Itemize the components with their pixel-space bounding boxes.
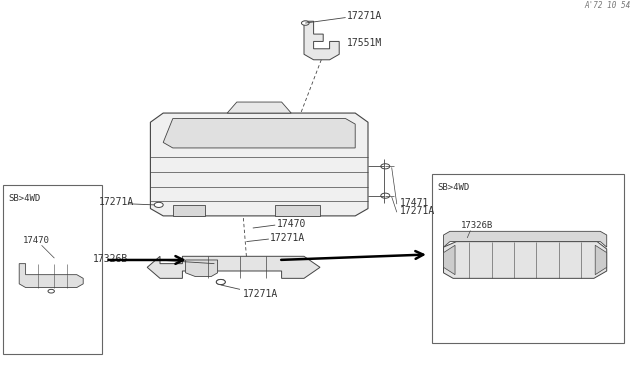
- FancyBboxPatch shape: [3, 185, 102, 354]
- Circle shape: [381, 164, 390, 169]
- Text: 17271A: 17271A: [270, 233, 305, 243]
- Text: 17470: 17470: [22, 236, 49, 245]
- Polygon shape: [163, 119, 355, 148]
- Polygon shape: [173, 205, 205, 216]
- Text: 17271A: 17271A: [243, 289, 278, 299]
- Polygon shape: [147, 256, 320, 278]
- Text: 17326B: 17326B: [461, 221, 493, 230]
- Text: 17326B: 17326B: [93, 254, 128, 264]
- Text: SB>4WD: SB>4WD: [8, 194, 40, 203]
- Polygon shape: [186, 260, 218, 276]
- Polygon shape: [19, 264, 83, 288]
- Circle shape: [216, 279, 225, 285]
- Text: 17271A: 17271A: [347, 11, 382, 21]
- Circle shape: [216, 279, 225, 285]
- Text: 17271A: 17271A: [99, 197, 134, 207]
- Polygon shape: [275, 205, 320, 216]
- Circle shape: [48, 289, 54, 293]
- FancyBboxPatch shape: [432, 174, 624, 343]
- Text: SB>4WD: SB>4WD: [437, 183, 469, 192]
- Text: 17551M: 17551M: [347, 38, 382, 48]
- Circle shape: [301, 21, 309, 25]
- Circle shape: [381, 193, 390, 198]
- Circle shape: [154, 202, 163, 208]
- Polygon shape: [150, 113, 368, 216]
- Polygon shape: [304, 21, 339, 60]
- Text: 17471: 17471: [400, 198, 429, 208]
- Text: 17470: 17470: [276, 219, 306, 229]
- Text: 17271A: 17271A: [400, 206, 435, 216]
- Polygon shape: [444, 245, 455, 275]
- Polygon shape: [444, 241, 607, 278]
- Polygon shape: [595, 245, 607, 275]
- Polygon shape: [227, 102, 291, 113]
- Text: A'72 10 54: A'72 10 54: [584, 1, 630, 10]
- Polygon shape: [444, 231, 607, 247]
